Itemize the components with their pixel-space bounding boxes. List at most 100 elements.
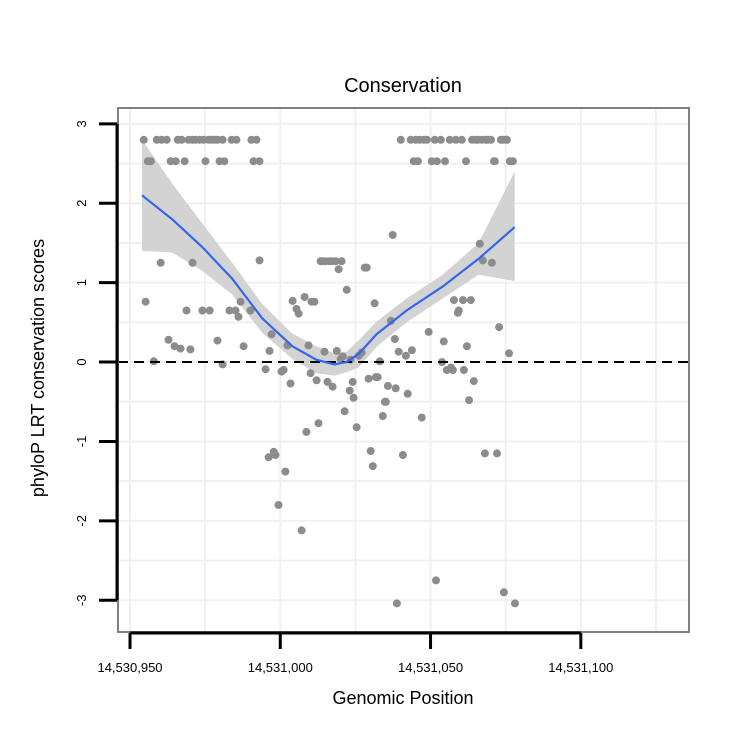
data-point bbox=[383, 381, 392, 390]
data-point bbox=[205, 306, 214, 315]
data-point bbox=[177, 135, 186, 144]
data-point bbox=[398, 451, 407, 459]
data-point bbox=[462, 157, 470, 166]
data-point bbox=[340, 407, 349, 416]
data-point bbox=[170, 342, 179, 351]
data-point bbox=[349, 393, 358, 402]
data-point bbox=[448, 366, 457, 374]
data-point bbox=[294, 309, 303, 318]
data-point bbox=[348, 377, 357, 386]
data-point bbox=[417, 413, 426, 422]
data-points bbox=[139, 135, 519, 608]
data-point bbox=[252, 135, 261, 144]
data-point bbox=[370, 299, 379, 308]
data-point bbox=[459, 296, 467, 305]
data-point bbox=[267, 330, 276, 339]
x-tick-label: 14,531,100 bbox=[548, 660, 613, 675]
data-point bbox=[261, 365, 270, 374]
data-point bbox=[180, 157, 189, 166]
chart-title: Conservation bbox=[344, 75, 462, 97]
data-point bbox=[334, 265, 343, 274]
data-point bbox=[264, 453, 273, 462]
data-point bbox=[323, 377, 332, 386]
y-axis: -3 -2 -1 0 1 2 3 bbox=[74, 120, 119, 606]
data-point bbox=[445, 135, 454, 144]
data-point bbox=[466, 296, 475, 305]
data-point bbox=[459, 366, 468, 374]
data-point bbox=[424, 327, 433, 336]
data-point bbox=[156, 258, 165, 267]
data-point bbox=[392, 599, 401, 608]
data-point bbox=[286, 379, 295, 388]
data-point bbox=[480, 449, 489, 458]
data-point bbox=[281, 467, 290, 476]
data-point bbox=[274, 501, 283, 509]
data-point bbox=[386, 316, 395, 325]
x-tick-label: 14,531,050 bbox=[398, 660, 463, 675]
data-point bbox=[239, 342, 248, 351]
data-point bbox=[186, 345, 195, 354]
data-point bbox=[171, 157, 180, 166]
data-point bbox=[306, 369, 315, 378]
data-point bbox=[396, 135, 405, 144]
data-point bbox=[422, 135, 431, 144]
data-point bbox=[499, 588, 508, 597]
data-point bbox=[362, 263, 371, 272]
data-point bbox=[390, 335, 399, 343]
data-point bbox=[332, 346, 341, 355]
data-point bbox=[475, 239, 484, 248]
data-point bbox=[451, 135, 460, 144]
data-point bbox=[345, 386, 354, 395]
data-point bbox=[407, 346, 416, 355]
data-point bbox=[441, 157, 449, 166]
data-point bbox=[373, 373, 382, 382]
y-tick-label: -2 bbox=[74, 515, 89, 527]
data-point bbox=[255, 256, 264, 265]
y-tick-label: -3 bbox=[74, 594, 89, 606]
data-point bbox=[213, 336, 222, 345]
y-tick-label: -1 bbox=[74, 436, 89, 448]
data-point bbox=[162, 135, 171, 144]
data-point bbox=[176, 344, 185, 353]
data-point bbox=[502, 135, 511, 144]
data-point bbox=[139, 135, 148, 144]
data-point bbox=[457, 135, 466, 144]
data-point bbox=[403, 389, 412, 398]
y-tick-label: 1 bbox=[74, 279, 89, 286]
data-point bbox=[232, 135, 241, 144]
data-point bbox=[432, 157, 441, 166]
data-point bbox=[312, 376, 321, 385]
data-point bbox=[338, 352, 347, 361]
data-point bbox=[364, 374, 373, 383]
y-axis-title: phyloP LRT conservation scores bbox=[28, 239, 48, 497]
data-point bbox=[391, 384, 400, 393]
data-point bbox=[320, 347, 329, 356]
data-point bbox=[255, 157, 264, 166]
data-point bbox=[331, 257, 340, 266]
data-point bbox=[328, 382, 337, 391]
data-point bbox=[401, 351, 410, 360]
data-point bbox=[201, 157, 210, 166]
data-point bbox=[218, 135, 227, 144]
data-point bbox=[493, 449, 501, 458]
y-tick-label: 0 bbox=[74, 358, 89, 365]
data-point bbox=[265, 346, 274, 355]
data-point bbox=[394, 347, 403, 356]
confidence-band bbox=[142, 139, 515, 376]
data-point bbox=[430, 135, 439, 144]
data-point bbox=[234, 312, 243, 321]
data-point bbox=[465, 396, 473, 405]
data-point bbox=[439, 337, 448, 346]
data-point bbox=[231, 306, 240, 315]
data-point bbox=[495, 323, 504, 332]
data-point bbox=[279, 366, 288, 374]
data-point bbox=[246, 306, 255, 315]
data-point bbox=[413, 157, 422, 166]
data-point bbox=[505, 349, 513, 358]
data-point bbox=[225, 306, 234, 315]
data-point bbox=[450, 296, 458, 305]
data-point bbox=[337, 257, 346, 266]
x-tick-label: 14,531,000 bbox=[248, 660, 313, 675]
data-point bbox=[487, 135, 495, 144]
data-point bbox=[469, 377, 478, 386]
